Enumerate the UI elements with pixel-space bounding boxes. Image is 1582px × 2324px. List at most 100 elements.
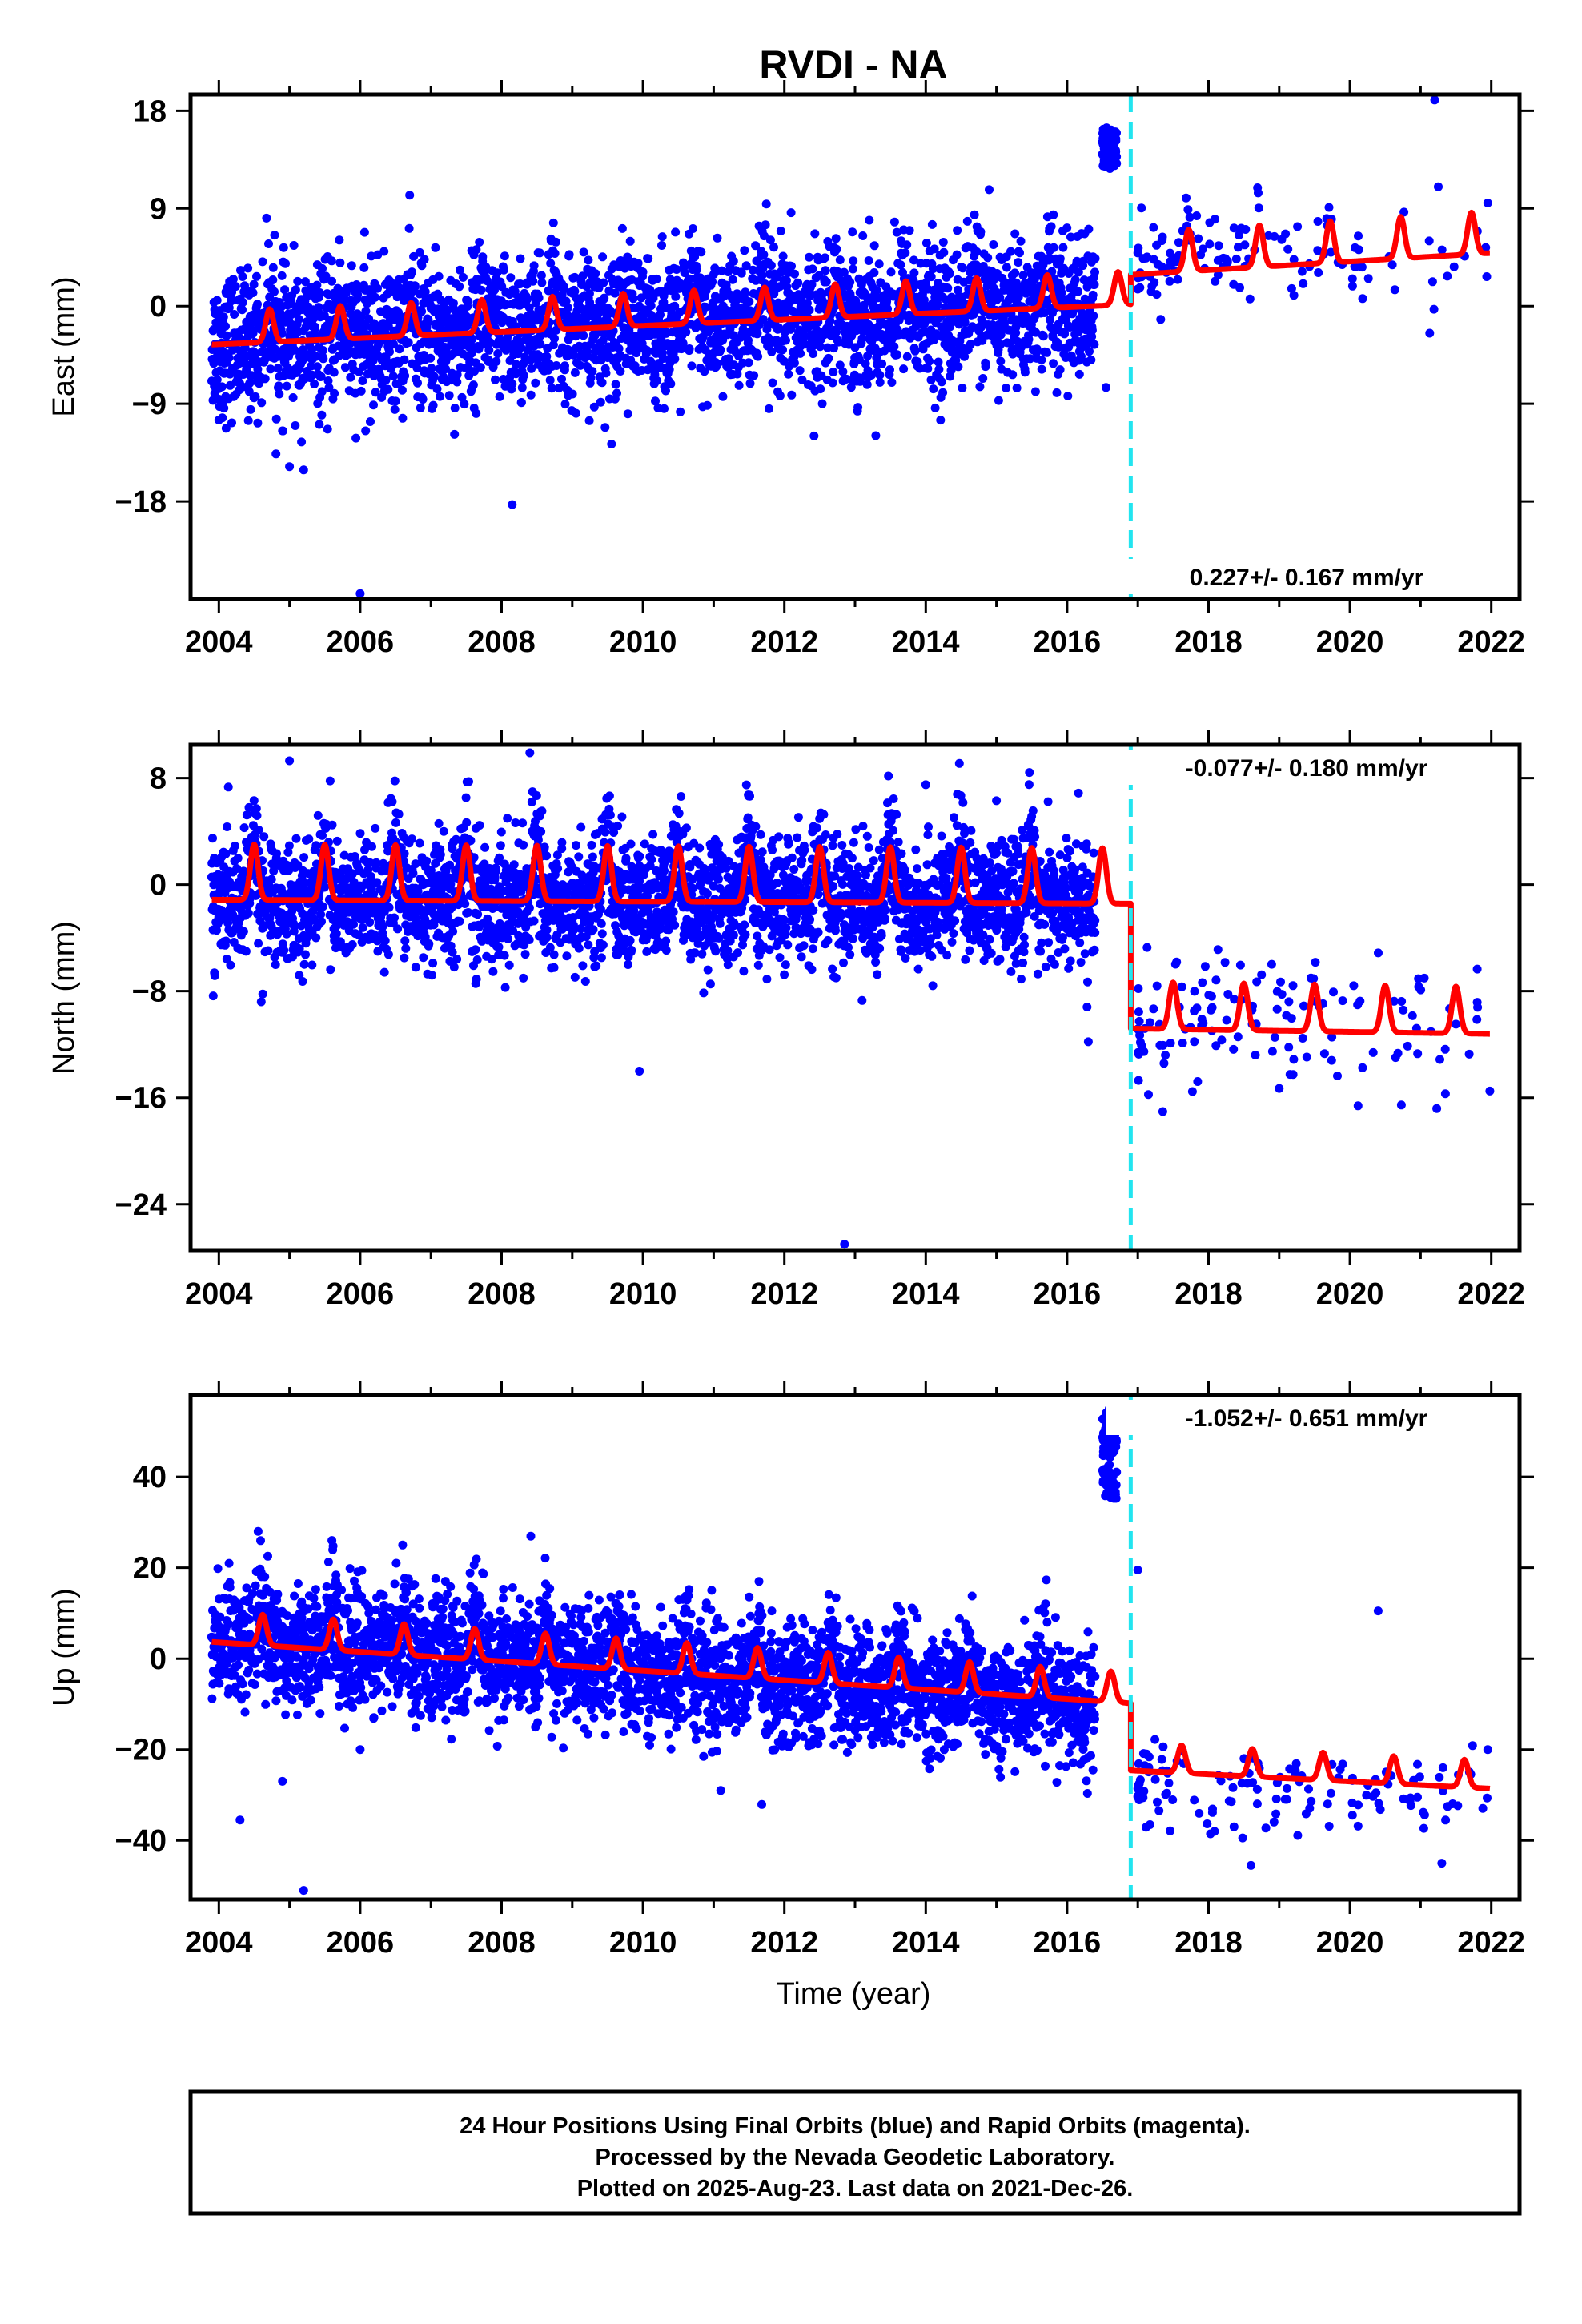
data-point	[258, 989, 267, 999]
data-point	[221, 424, 231, 433]
data-point	[1165, 276, 1174, 286]
data-point	[239, 927, 248, 936]
panel-data-north	[207, 748, 1495, 1249]
data-point	[589, 402, 599, 412]
data-point	[835, 360, 845, 370]
data-point	[380, 936, 390, 946]
data-point	[936, 416, 946, 425]
data-point	[373, 283, 382, 293]
data-point	[1005, 339, 1014, 348]
data-point	[450, 429, 460, 439]
data-point	[262, 213, 271, 223]
data-point	[221, 936, 231, 946]
data-point	[1055, 365, 1065, 375]
data-point	[277, 271, 287, 280]
outlier-point	[285, 462, 295, 472]
data-point	[488, 967, 498, 976]
data-point	[449, 963, 459, 972]
data-point	[500, 951, 509, 960]
data-point	[381, 376, 391, 385]
data-point	[385, 347, 394, 356]
data-point	[564, 303, 572, 312]
data-point	[787, 261, 796, 271]
data-point	[500, 251, 509, 261]
data-point	[534, 293, 544, 303]
outlier-point	[218, 413, 227, 423]
scatter-points-east	[207, 95, 1492, 598]
data-point	[536, 340, 545, 349]
data-point	[222, 331, 231, 340]
data-point	[865, 215, 874, 225]
data-point	[355, 829, 365, 838]
data-point	[475, 821, 484, 830]
data-point	[546, 259, 556, 268]
data-point	[1240, 240, 1250, 250]
data-point	[405, 191, 415, 200]
data-point	[612, 388, 621, 398]
data-point	[224, 353, 234, 363]
data-point	[413, 378, 422, 388]
x-tick-label: 2006	[327, 625, 395, 659]
data-point	[905, 226, 914, 235]
data-point	[759, 250, 769, 259]
data-point	[492, 356, 501, 366]
data-point	[415, 838, 424, 848]
data-point	[592, 961, 601, 971]
data-point	[697, 247, 706, 257]
data-point	[928, 264, 938, 274]
data-point	[972, 247, 982, 256]
data-point	[816, 384, 825, 394]
data-point	[436, 850, 445, 859]
data-point	[550, 249, 560, 258]
data-point	[1235, 231, 1243, 240]
data-point	[846, 383, 856, 392]
data-point	[548, 340, 558, 350]
data-point	[1277, 235, 1287, 244]
x-tick-label: 2022	[1457, 625, 1525, 659]
data-point	[1011, 323, 1021, 332]
data-point	[1086, 355, 1096, 364]
y-tick-label: 9	[150, 192, 167, 226]
data-point	[219, 404, 229, 413]
data-point	[1233, 243, 1243, 252]
data-point	[379, 967, 389, 977]
data-point	[605, 810, 615, 820]
data-point	[378, 922, 387, 931]
data-point	[823, 343, 833, 352]
data-point	[217, 382, 227, 392]
data-point	[315, 420, 324, 429]
data-point	[434, 271, 444, 281]
data-point	[596, 904, 605, 914]
data-point	[1008, 370, 1018, 380]
data-point	[1090, 280, 1099, 289]
data-point	[856, 376, 865, 386]
data-point	[1158, 232, 1167, 242]
data-point	[1429, 304, 1439, 314]
data-point	[893, 350, 902, 360]
data-point	[1425, 328, 1435, 338]
data-point	[1058, 243, 1068, 252]
data-point	[411, 963, 420, 972]
data-point	[230, 841, 239, 850]
data-point	[212, 296, 222, 305]
data-point	[708, 277, 717, 287]
data-point	[526, 390, 536, 400]
data-point	[542, 352, 552, 361]
data-point	[970, 210, 979, 219]
data-point	[909, 255, 918, 265]
data-point	[1293, 222, 1303, 231]
data-point	[896, 260, 905, 270]
data-point	[864, 256, 873, 265]
data-point	[267, 875, 276, 884]
data-point	[424, 939, 434, 948]
data-point	[638, 267, 648, 277]
data-point	[1074, 369, 1084, 379]
data-point	[523, 295, 532, 304]
data-point	[1006, 247, 1015, 256]
panel-north: 2004 2006 2008 2010 2012 2014 2016 2018 2020 2022…	[47, 730, 1534, 1311]
data-point	[976, 227, 986, 236]
data-point	[587, 840, 596, 850]
data-point	[553, 864, 563, 874]
data-point	[765, 404, 773, 413]
data-point	[248, 328, 258, 338]
